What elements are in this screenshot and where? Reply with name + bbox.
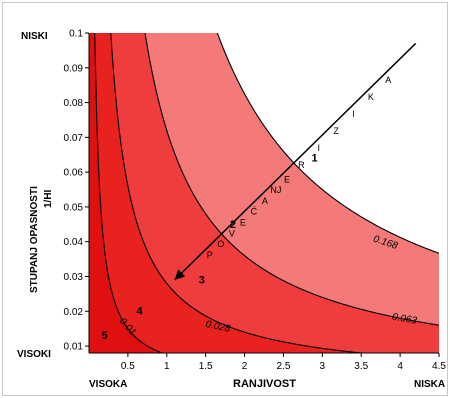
arrow-letter-povecanje: V xyxy=(229,228,235,238)
contour-label: 0.028 xyxy=(204,319,231,335)
y-axis-sublabel: 1/HI xyxy=(43,189,54,208)
zone-label: 1 xyxy=(311,153,317,165)
y-tick-label: 0.06 xyxy=(64,168,84,179)
x-end-label-right: NISKA xyxy=(414,379,445,390)
arrow-letter-rizika: Z xyxy=(333,126,339,136)
zone-label: 3 xyxy=(199,274,205,286)
contour-line-0.01 xyxy=(94,33,164,353)
zone-1 xyxy=(217,33,439,254)
x-tick-label: 2 xyxy=(242,361,248,372)
arrow-letter-povecanje: E xyxy=(240,218,246,228)
x-end-label-left: VISOKA xyxy=(89,379,127,390)
arrow-line xyxy=(174,42,417,281)
zone-label: 4 xyxy=(136,306,143,318)
x-tick-label: 1.5 xyxy=(199,361,213,372)
y-tick-label: 0.04 xyxy=(64,237,84,248)
arrow-letter-povecanje: P xyxy=(207,250,213,260)
axes xyxy=(88,33,439,354)
y-axis-label: STUPANJ OPASNOSTI xyxy=(29,186,40,293)
arrow-letter-rizika: K xyxy=(368,92,374,102)
contour-label: 0.063 xyxy=(391,312,418,327)
y-tick-label: 0.02 xyxy=(64,307,84,318)
x-axis-label: RANJIVOST xyxy=(233,378,296,390)
y-tick-label: 0.07 xyxy=(64,133,84,144)
arrow-letter-rizika: R xyxy=(298,160,305,170)
x-tick-label: 4.5 xyxy=(432,361,446,372)
arrow-letter-rizika: A xyxy=(385,75,391,85)
zone-label: 5 xyxy=(101,330,107,342)
arrow-letter-povecanje: Ć xyxy=(251,207,258,217)
y-end-label-bottom: VISOKI xyxy=(17,349,51,360)
arrow-letter-povecanje: NJ xyxy=(270,185,281,195)
contour-line-0.168 xyxy=(216,33,439,254)
x-tick-label: 3.5 xyxy=(354,361,368,372)
x-tick-label: 4 xyxy=(397,361,403,372)
y-tick-label: 0.09 xyxy=(64,63,84,74)
y-tick-label: 0.03 xyxy=(64,272,84,283)
x-tick-label: 3 xyxy=(320,361,326,372)
contour-lines xyxy=(94,33,439,353)
arrow-letter-rizika: I xyxy=(318,143,321,153)
y-tick-label: 0.01 xyxy=(64,342,84,353)
tick-labels: 0.01 0.02 0.03 0.04 0.05 0.06 0.07 0.08 0.09 0.1 0… xyxy=(64,29,447,373)
risk-contour-chart: 0.01 0.02 0.03 0.04 0.05 0.06 0.07 0.08 0.09 0.1 0… xyxy=(17,29,447,391)
contour-line-0.063 xyxy=(144,33,439,326)
x-tick-label: 2.5 xyxy=(276,361,290,372)
arrow-letter-povecanje: E xyxy=(284,174,290,184)
contour-line-0.028 xyxy=(110,33,367,353)
arrow-letter-povecanje: A xyxy=(262,196,268,206)
x-tick-label: 0.5 xyxy=(121,361,135,372)
y-tick-label: 0.05 xyxy=(64,202,84,213)
arrow-letter-povecanje: O xyxy=(217,239,224,249)
y-end-label-top: NISKI xyxy=(21,31,48,42)
y-tick-label: 0.08 xyxy=(64,98,84,109)
zone-label: 2 xyxy=(230,219,236,231)
y-tick-label: 0.1 xyxy=(69,29,83,40)
arrowhead xyxy=(174,269,186,280)
arrow-letter-rizika: I xyxy=(352,109,355,119)
x-tick-label: 1 xyxy=(164,361,170,372)
